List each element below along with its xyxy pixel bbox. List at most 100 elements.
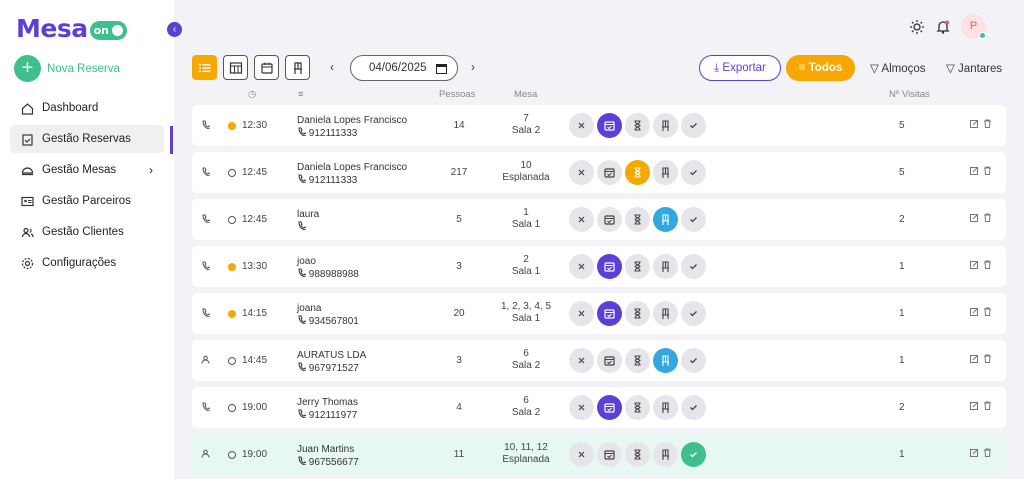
edit-icon[interactable] xyxy=(970,166,979,175)
tables-view-button[interactable] xyxy=(285,55,310,80)
brand-logo[interactable]: Mesa on xyxy=(16,14,127,43)
reservation-row[interactable]: 14:15 joana 934567801 20 1, 2, 3, 4, 5 Sala … xyxy=(192,293,1006,334)
complete-reservation-button[interactable] xyxy=(681,395,706,420)
sun-icon[interactable] xyxy=(909,19,925,35)
bell-icon[interactable] xyxy=(935,19,951,35)
sidebar-item-dashboard[interactable]: Dashboard xyxy=(10,94,164,122)
edit-icon[interactable] xyxy=(970,354,979,363)
date-input[interactable]: 04/06/2025 xyxy=(350,55,458,81)
reservation-row[interactable]: 19:00 Jerry Thomas 912111977 4 6 Sala 2 2 xyxy=(192,387,1006,428)
waiting-reservation-button[interactable] xyxy=(625,113,650,138)
edit-icon[interactable] xyxy=(970,213,979,222)
sidebar-item-gest-o-clientes[interactable]: Gestão Clientes xyxy=(10,218,164,246)
customer-info[interactable]: laura xyxy=(297,208,319,234)
cancel-reservation-button[interactable] xyxy=(569,442,594,467)
grid-view-button[interactable] xyxy=(223,55,248,80)
complete-reservation-button[interactable] xyxy=(681,442,706,467)
confirm-reservation-button[interactable] xyxy=(597,395,622,420)
seat-reservation-button[interactable] xyxy=(653,207,678,232)
trash-icon[interactable] xyxy=(983,260,992,269)
customer-info[interactable]: Juan Martins 967556677 xyxy=(297,443,359,469)
waiting-reservation-button[interactable] xyxy=(625,301,650,326)
sidebar-item-gest-o-parceiros[interactable]: Gestão Parceiros xyxy=(10,187,164,215)
complete-reservation-button[interactable] xyxy=(681,160,706,185)
customer-info[interactable]: Jerry Thomas 912111977 xyxy=(297,396,358,422)
customer-info[interactable]: Daniela Lopes Francisco 912111333 xyxy=(297,114,407,140)
confirm-reservation-button[interactable] xyxy=(597,254,622,279)
trash-icon[interactable] xyxy=(983,354,992,363)
cancel-reservation-button[interactable] xyxy=(569,113,594,138)
edit-icon[interactable] xyxy=(970,401,979,410)
waiting-reservation-button[interactable] xyxy=(625,348,650,373)
cancel-reservation-button[interactable] xyxy=(569,301,594,326)
trash-icon[interactable] xyxy=(983,448,992,457)
seat-reservation-button[interactable] xyxy=(653,395,678,420)
avatar-initial: P xyxy=(969,20,978,32)
complete-reservation-button[interactable] xyxy=(681,207,706,232)
edit-icon[interactable] xyxy=(970,448,979,457)
collapse-sidebar-button[interactable]: ‹ xyxy=(167,22,182,37)
phone-source-icon xyxy=(201,120,212,132)
reservation-row[interactable]: 14:45 AURATUS LDA 967971527 3 6 Sala 2 1 xyxy=(192,340,1006,381)
filter-all-button[interactable]: ≡ Todos xyxy=(786,55,855,81)
customer-info[interactable]: Daniela Lopes Francisco 912111333 xyxy=(297,161,407,187)
trash-icon[interactable] xyxy=(983,166,992,175)
calendar-picker-icon[interactable] xyxy=(436,63,447,74)
seat-reservation-button[interactable] xyxy=(653,348,678,373)
customer-info[interactable]: AURATUS LDA 967971527 xyxy=(297,349,366,375)
waiting-reservation-button[interactable] xyxy=(625,395,650,420)
confirm-reservation-button[interactable] xyxy=(597,348,622,373)
seat-reservation-button[interactable] xyxy=(653,113,678,138)
seat-reservation-button[interactable] xyxy=(653,160,678,185)
calendar-view-button[interactable] xyxy=(254,55,279,80)
edit-icon[interactable] xyxy=(970,260,979,269)
trash-icon[interactable] xyxy=(983,307,992,316)
cancel-reservation-button[interactable] xyxy=(569,395,594,420)
export-button[interactable]: ⤓ Exportar xyxy=(699,55,781,81)
reservation-row[interactable]: 13:30 joao 988988988 3 2 Sala 1 1 xyxy=(192,246,1006,287)
confirm-reservation-button[interactable] xyxy=(597,160,622,185)
cancel-reservation-button[interactable] xyxy=(569,207,594,232)
waiting-reservation-button[interactable] xyxy=(625,442,650,467)
cancel-reservation-button[interactable] xyxy=(569,348,594,373)
trash-icon[interactable] xyxy=(983,119,992,128)
seat-reservation-button[interactable] xyxy=(653,301,678,326)
list-view-button[interactable] xyxy=(192,55,217,80)
waiting-reservation-button[interactable] xyxy=(625,160,650,185)
edit-icon[interactable] xyxy=(970,307,979,316)
confirm-reservation-button[interactable] xyxy=(597,301,622,326)
cancel-reservation-button[interactable] xyxy=(569,254,594,279)
confirm-reservation-button[interactable] xyxy=(597,207,622,232)
waiting-reservation-button[interactable] xyxy=(625,207,650,232)
chevron-right-icon[interactable]: › xyxy=(149,163,153,177)
prev-day-button[interactable]: ‹ xyxy=(330,60,334,74)
complete-reservation-button[interactable] xyxy=(681,113,706,138)
trash-icon[interactable] xyxy=(983,213,992,222)
cancel-reservation-button[interactable] xyxy=(569,160,594,185)
reservation-row[interactable]: 12:45 laura 5 1 Sala 1 2 xyxy=(192,199,1006,240)
complete-reservation-button[interactable] xyxy=(681,348,706,373)
reservation-row[interactable]: 12:30 Daniela Lopes Francisco 912111333 14… xyxy=(192,105,1006,146)
reservation-row[interactable]: 19:00 Juan Martins 967556677 11 10, 11, 12 E… xyxy=(192,434,1006,475)
sidebar-item-gest-o-reservas[interactable]: Gestão Reservas xyxy=(10,125,164,153)
filter-lunch-button[interactable]: ▽ Almoços xyxy=(870,61,926,75)
filter-dinner-button[interactable]: ▽ Jantares xyxy=(946,61,1002,75)
next-day-button[interactable]: › xyxy=(471,60,475,74)
new-reservation-button[interactable]: + Nova Reserva xyxy=(14,55,120,82)
user-avatar[interactable]: P xyxy=(961,14,986,39)
seat-reservation-button[interactable] xyxy=(653,442,678,467)
sidebar-item-gest-o-mesas[interactable]: Gestão Mesas › xyxy=(10,156,164,184)
sidebar-item-label: Dashboard xyxy=(42,102,99,114)
waiting-reservation-button[interactable] xyxy=(625,254,650,279)
trash-icon[interactable] xyxy=(983,401,992,410)
seat-reservation-button[interactable] xyxy=(653,254,678,279)
confirm-reservation-button[interactable] xyxy=(597,113,622,138)
edit-icon[interactable] xyxy=(970,119,979,128)
complete-reservation-button[interactable] xyxy=(681,254,706,279)
customer-info[interactable]: joana 934567801 xyxy=(297,302,359,328)
reservation-row[interactable]: 12:45 Daniela Lopes Francisco 912111333 21… xyxy=(192,152,1006,193)
complete-reservation-button[interactable] xyxy=(681,301,706,326)
customer-info[interactable]: joao 988988988 xyxy=(297,255,359,281)
confirm-reservation-button[interactable] xyxy=(597,442,622,467)
sidebar-item-configura-es[interactable]: Configurações xyxy=(10,249,164,277)
